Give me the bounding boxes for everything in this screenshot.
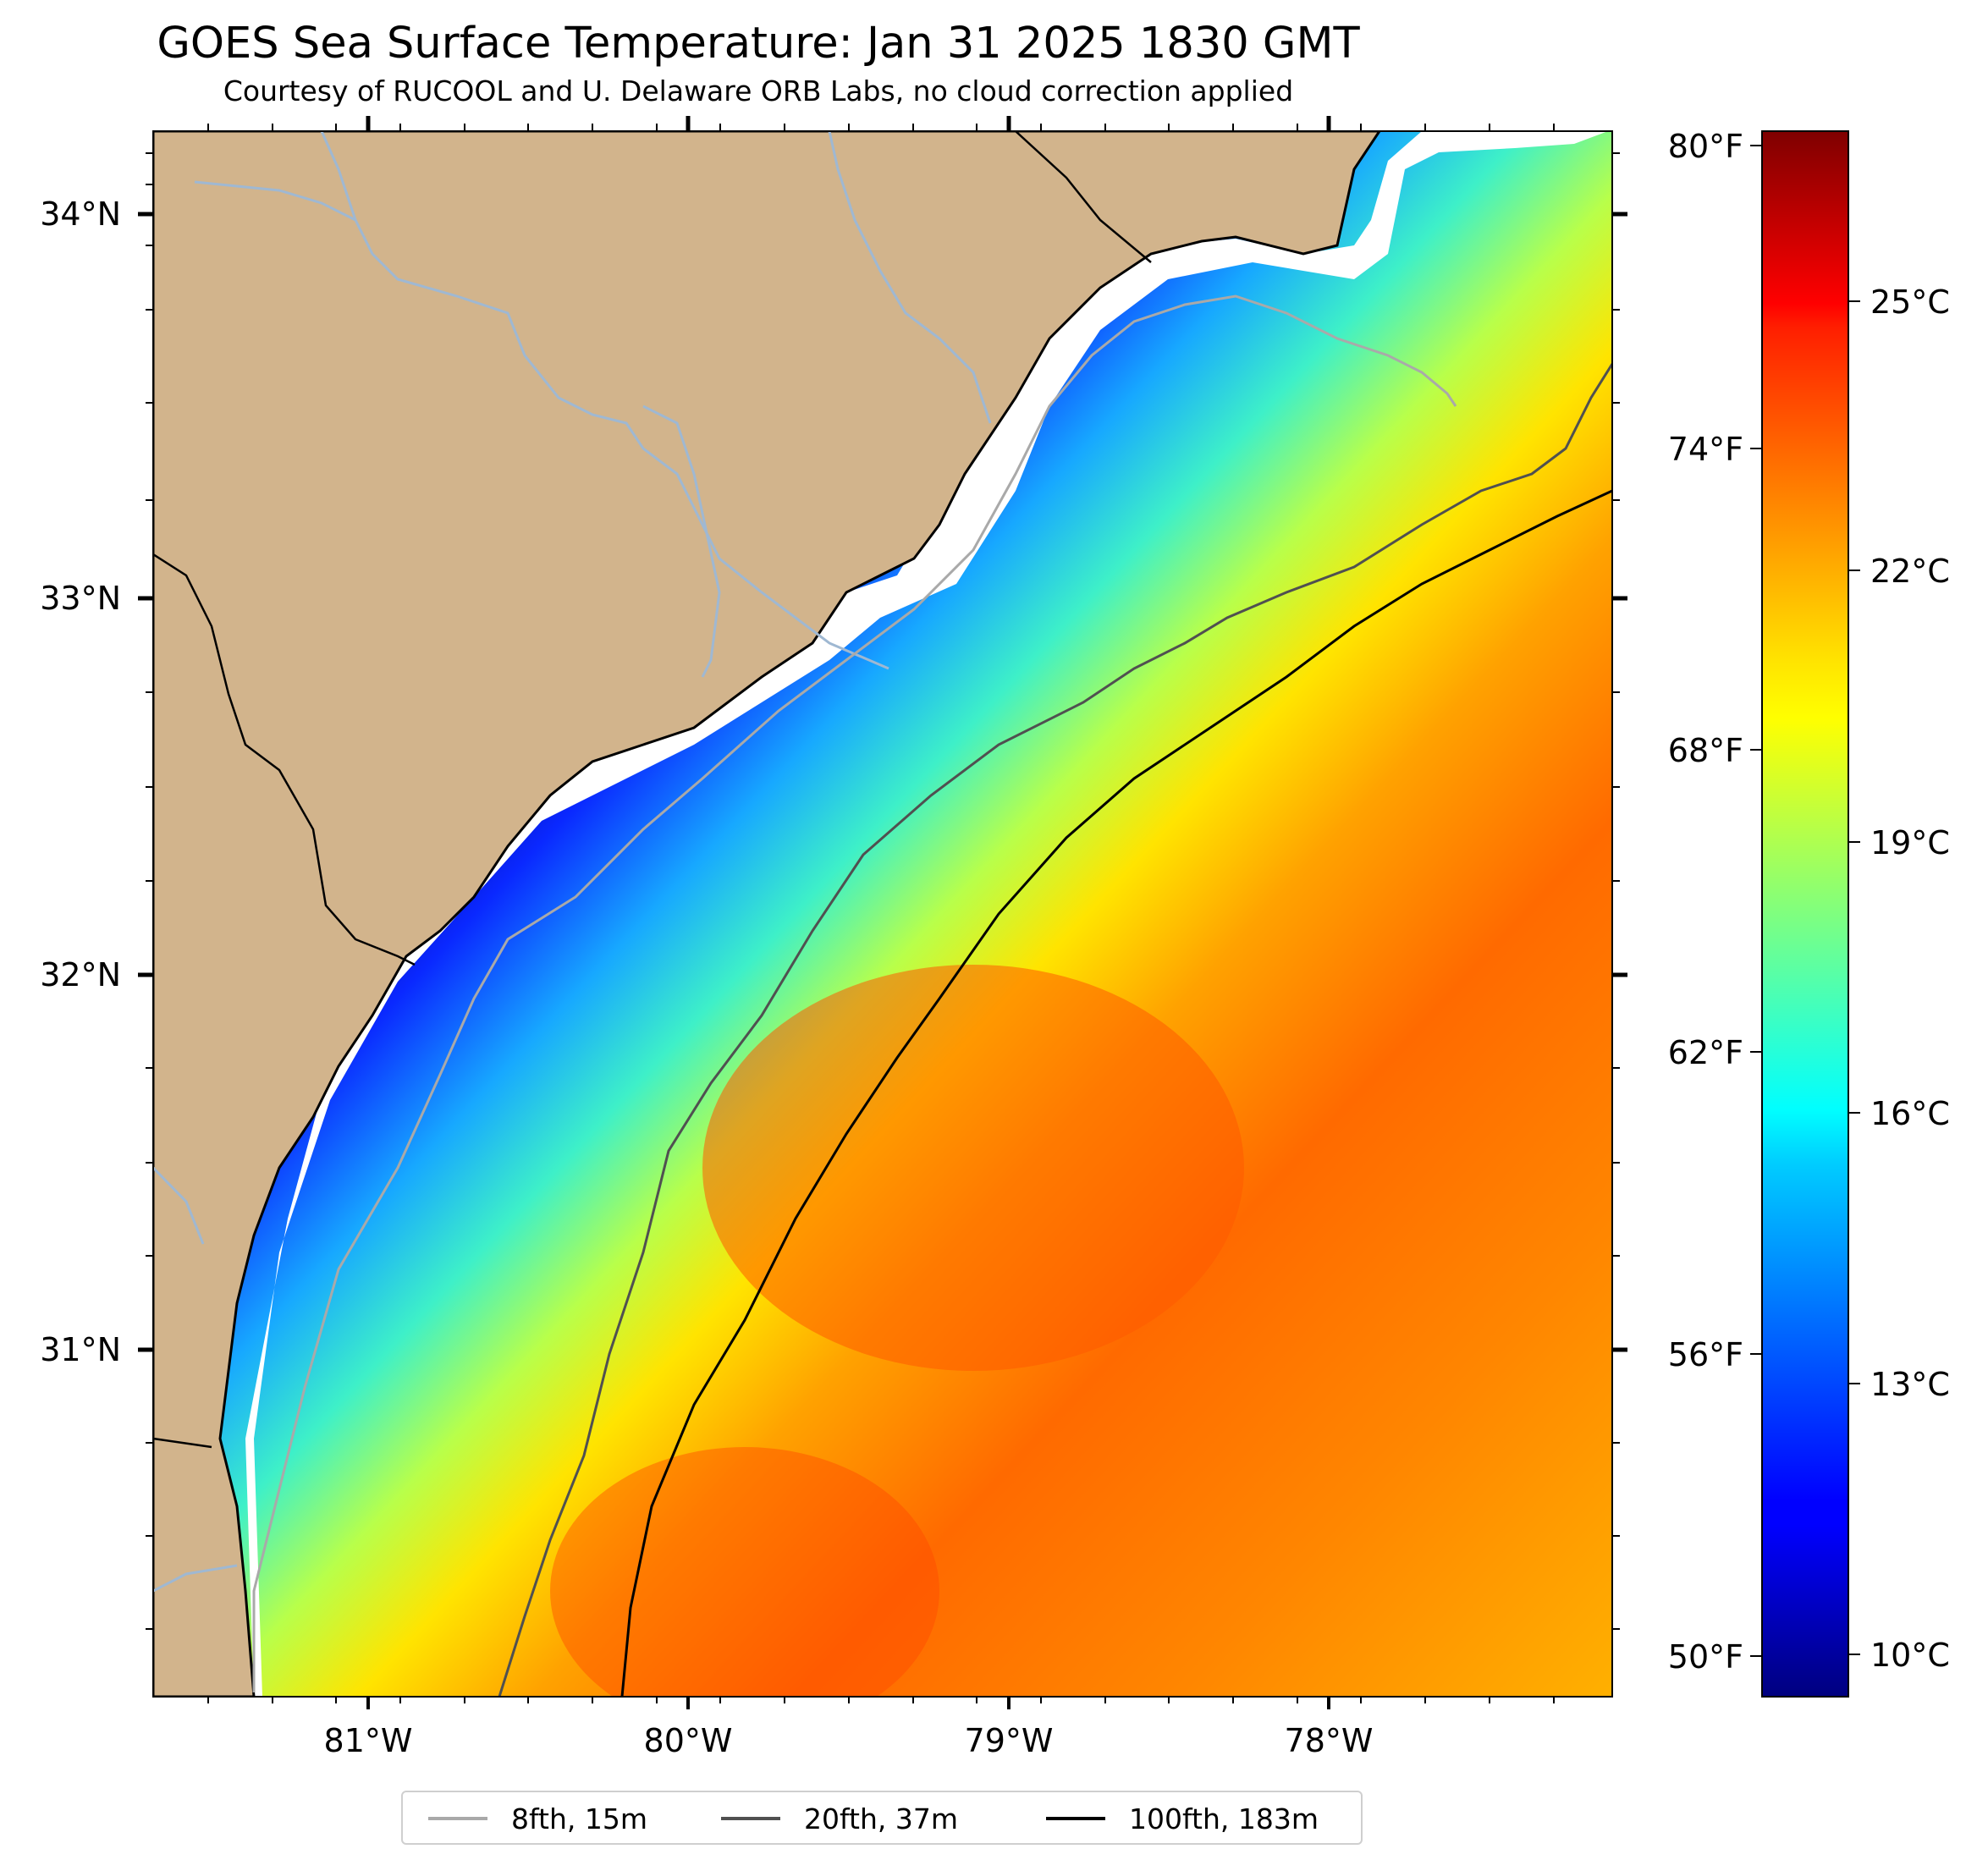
colorbar-c-label: 25°C [1870, 283, 1950, 321]
legend-swatch [1046, 1817, 1105, 1820]
isobath-8fth [252, 294, 1457, 1692]
warm-core [550, 1447, 939, 1697]
colorbar-ticks [1750, 145, 1860, 1657]
state-borders [153, 131, 1152, 1449]
map-panel [153, 131, 1612, 1697]
colorbar-c-label: 16°C [1870, 1095, 1950, 1132]
lon-ticks [207, 116, 1555, 1709]
warm-core [702, 965, 1244, 1371]
lon-label-80: 80°W [644, 1722, 733, 1759]
colorbar-c-label: 19°C [1870, 824, 1950, 861]
isobath-20fth [498, 363, 1612, 1697]
lat-label-32: 32°N [40, 956, 121, 993]
legend-label: 20fth, 37m [804, 1802, 958, 1835]
colorbar-f-label: 50°F [1668, 1638, 1743, 1676]
lat-label-31: 31°N [40, 1331, 121, 1368]
colorbar-c-label: 13°C [1870, 1366, 1950, 1403]
map-title: GOES Sea Surface Temperature: Jan 31 202… [157, 19, 1360, 69]
colorbar-c-label: 10°C [1870, 1637, 1950, 1674]
legend-swatch [428, 1817, 487, 1820]
legend-item-100fth: 100fth, 183m [1046, 1799, 1319, 1838]
lat-label-33: 33°N [40, 580, 121, 617]
land-mass [153, 131, 1381, 1697]
colorbar-f-label: 68°F [1668, 732, 1743, 769]
lon-label-79: 79°W [965, 1722, 1054, 1759]
lat-ticks [138, 152, 1627, 1630]
colorbar-c-label: 22°C [1870, 553, 1950, 590]
legend-item-8fth: 8fth, 15m [428, 1799, 647, 1838]
colorbar-f-label: 74°F [1668, 431, 1743, 468]
map-frame [152, 130, 1613, 1698]
isobath-legend: 8fth, 15m 20fth, 37m 100fth, 183m [401, 1791, 1363, 1845]
legend-label: 100fth, 183m [1129, 1802, 1319, 1835]
colorbar [1761, 130, 1849, 1698]
map-subtitle: Courtesy of RUCOOL and U. Delaware ORB L… [223, 74, 1294, 107]
lon-label-81: 81°W [324, 1722, 413, 1759]
rivers [153, 131, 992, 1593]
legend-label: 8fth, 15m [511, 1802, 648, 1835]
lon-label-78: 78°W [1285, 1722, 1374, 1759]
colorbar-f-label: 62°F [1668, 1034, 1743, 1071]
legend-item-20fth: 20fth, 37m [721, 1799, 958, 1838]
legend-swatch [721, 1817, 780, 1820]
colorbar-f-label: 80°F [1668, 128, 1743, 165]
lat-label-34: 34°N [40, 195, 121, 233]
colorbar-f-label: 56°F [1668, 1336, 1743, 1373]
isobath-100fth [620, 489, 1612, 1697]
